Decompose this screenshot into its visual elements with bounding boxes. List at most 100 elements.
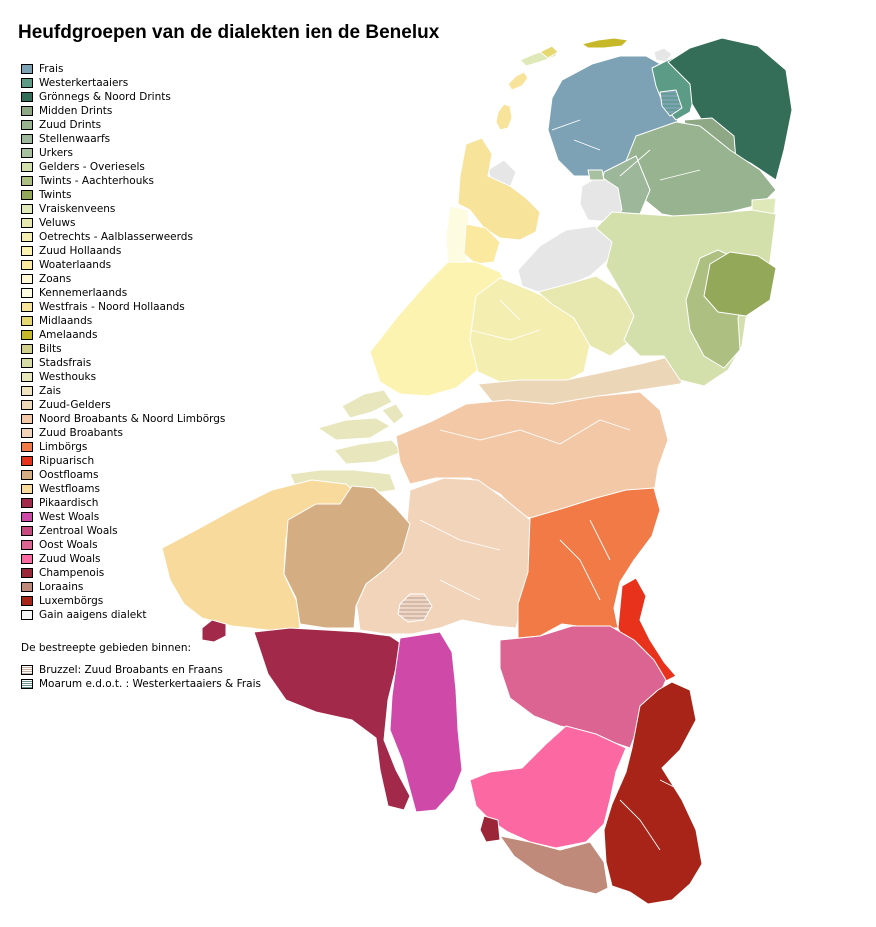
color-swatch-icon (21, 582, 33, 592)
east-netherlands (587, 169, 777, 387)
legend-label: Woaterlaands (39, 259, 112, 271)
color-swatch-icon (21, 526, 33, 536)
legend-item: Vraiskenveens (21, 202, 225, 216)
legend-item: Pikaardisch (21, 496, 225, 510)
legend-label: Midden Drints (39, 105, 113, 117)
legend-item: Amelaands (21, 328, 225, 342)
region-terschelling-east (539, 45, 559, 59)
legend-label: Gain aaigens dialekt (39, 609, 147, 621)
color-swatch-icon (21, 428, 33, 438)
color-swatch-icon (21, 386, 33, 396)
legend-item: Woaterlaands (21, 258, 225, 272)
legend-item: Westfloams (21, 482, 225, 496)
color-swatch-icon (21, 190, 33, 200)
color-swatch-icon (21, 316, 33, 326)
hatched-legend-label: Bruzzel: Zuud Broabants en Fraans (39, 664, 223, 676)
legend-item: Midden Drints (21, 104, 225, 118)
hatched-legend-item: Moarum e.d.o.t. : Westerkertaaiers & Fra… (21, 677, 261, 691)
legend-label: Luxembörgs (39, 595, 104, 607)
legend-item: Veluws (21, 216, 225, 230)
legend-item: Grönnegs & Noord Drints (21, 90, 225, 104)
region-westfrais-noord-hollaands (457, 137, 541, 241)
legend-label: Champenois (39, 567, 105, 579)
legend-item: Bilts (21, 342, 225, 356)
legend-item: Midlaands (21, 314, 225, 328)
legend-item: Oostfloams (21, 468, 225, 482)
legend-label: West Woals (39, 511, 100, 523)
color-swatch-icon (21, 679, 33, 689)
color-swatch-icon (21, 106, 33, 116)
color-swatch-icon (21, 120, 33, 130)
color-swatch-icon (21, 232, 33, 242)
legend-label: Westfrais - Noord Hollaands (39, 301, 185, 313)
color-swatch-icon (21, 540, 33, 550)
color-swatch-icon (21, 204, 33, 214)
legend-label: Amelaands (39, 329, 98, 341)
region-oostfloams (283, 485, 411, 629)
legend-item: Twints - Aachterhouks (21, 174, 225, 188)
legend-label: Zuud Broabants (39, 427, 123, 439)
color-swatch-icon (21, 246, 33, 256)
wadden-islands (495, 37, 673, 131)
region-luxemborgs (603, 681, 703, 905)
legend-item: Ripuarisch (21, 454, 225, 468)
color-swatch-icon (21, 78, 33, 88)
legend-label: Bilts (39, 343, 62, 355)
region-west-woals (389, 631, 463, 813)
legend-label: Zuud-Gelders (39, 399, 111, 411)
region-limborgs (517, 487, 661, 639)
color-swatch-icon (21, 484, 33, 494)
legend-label: Westfloams (39, 483, 100, 495)
legend-item: Frais (21, 62, 225, 76)
legend-item: Westhouks (21, 370, 225, 384)
legend-label: Urkers (39, 147, 73, 159)
legend-label: Loraains (39, 581, 84, 593)
color-swatch-icon (21, 372, 33, 382)
region-westhouks-3 (333, 439, 403, 465)
legend-label: Vraiskenveens (39, 203, 116, 215)
color-swatch-icon (21, 596, 33, 606)
legend-label: Stellenwaarfs (39, 133, 111, 145)
legend-label: Zuud Hollaands (39, 245, 122, 257)
color-swatch-icon (21, 498, 33, 508)
hatched-legend: Bruzzel: Zuud Broabants en Fraans Moarum … (21, 663, 261, 691)
legend-item: Westfrais - Noord Hollaands (21, 300, 225, 314)
wallonia (202, 620, 703, 905)
legend-item: Zuud Hollaands (21, 244, 225, 258)
color-swatch-icon (21, 302, 33, 312)
legend-label: Zentroal Woals (39, 525, 118, 537)
color-swatch-icon (21, 554, 33, 564)
zeeland (289, 389, 405, 495)
region-groningen-north-drents (667, 37, 793, 181)
color-swatch-icon (21, 665, 33, 675)
region-vlieland-island (507, 71, 529, 91)
legend-label: Oetrechts - Aalblasserweerds (39, 231, 193, 243)
region-champenois (479, 815, 501, 843)
region-twints (703, 251, 777, 317)
color-swatch-icon (21, 218, 33, 228)
region-zuud-woals (469, 725, 627, 849)
region-loraains (499, 835, 609, 895)
color-swatch-icon (21, 274, 33, 284)
legend-item: Zuud Drints (21, 118, 225, 132)
legend-label: Ripuarisch (39, 455, 95, 467)
color-swatch-icon (21, 176, 33, 186)
legend-item: Stadsfrais (21, 356, 225, 370)
color-swatch-icon (21, 260, 33, 270)
region-texel-island (495, 103, 513, 131)
color-swatch-icon (21, 610, 33, 620)
color-swatch-icon (21, 330, 33, 340)
color-swatch-icon (21, 64, 33, 74)
region-oetrechts-aalblasserweerds (469, 277, 591, 387)
color-swatch-icon (21, 442, 33, 452)
region-schiermonnikoog-island (653, 47, 673, 63)
legend-item: Zuud Woals (21, 552, 225, 566)
region-westhouks-1 (341, 389, 393, 419)
color-swatch-icon (21, 92, 33, 102)
hatched-legend-label: Moarum e.d.o.t. : Westerkertaaiers & Fra… (39, 678, 262, 690)
legend-label: Westerkertaaiers (39, 77, 129, 89)
legend-item: Limbörgs (21, 440, 225, 454)
legend-label: Grönnegs & Noord Drints (39, 91, 171, 103)
